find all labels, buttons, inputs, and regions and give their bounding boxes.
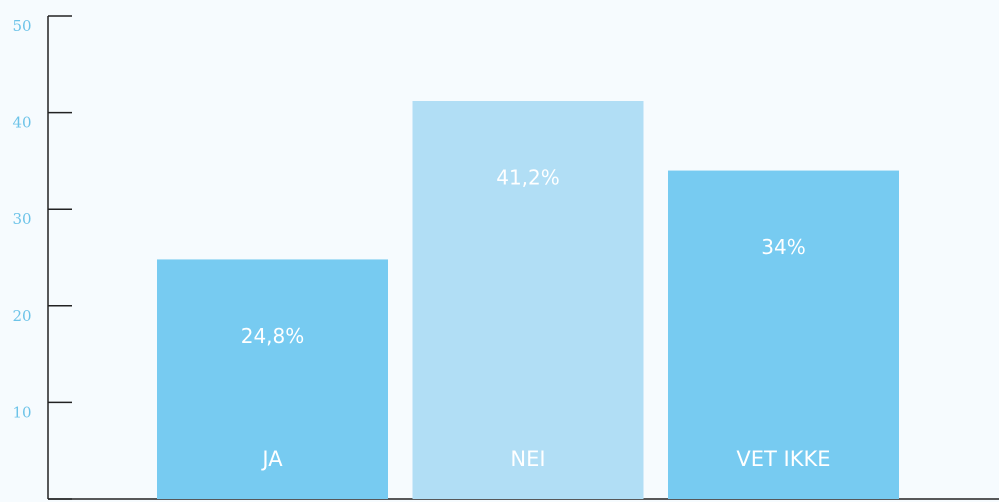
y-tick-label: 50 [12,17,31,35]
y-tick-label: 30 [12,210,31,228]
y-tick-label: 20 [12,307,31,325]
value-label: 24,8% [241,324,305,348]
category-label: NEI [510,447,545,471]
bar [157,259,388,499]
y-tick-label: 40 [12,114,31,132]
y-tick-label: 0 [17,500,27,502]
y-tick-label: 10 [12,403,31,421]
bar [668,170,899,499]
value-label: 34% [761,235,805,259]
category-label: JA [260,447,283,471]
value-label: 41,2% [496,166,560,190]
category-label: VET IKKE [736,447,830,471]
bar [412,101,644,500]
